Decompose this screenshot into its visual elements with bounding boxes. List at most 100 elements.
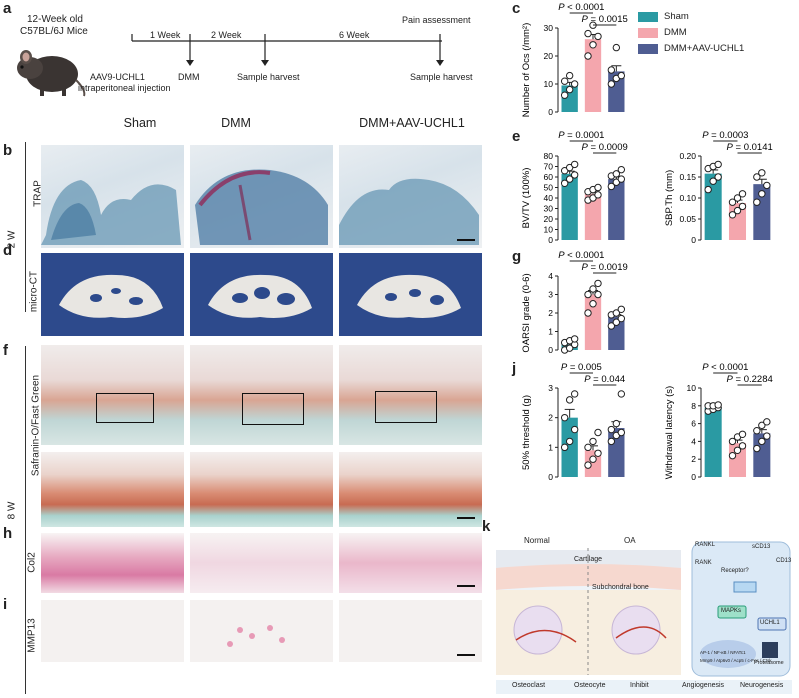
y-tick-label: 0 [691, 472, 696, 482]
row-label-safranin: Safranin-O/Fast Green [30, 374, 42, 477]
data-point [612, 419, 621, 428]
safranin-zoom-aav [339, 452, 482, 527]
microct-image-sham [41, 253, 184, 336]
mmp13-image-dmm [190, 600, 333, 662]
schematic-cd13: CD13 [776, 558, 792, 564]
data-point [594, 428, 602, 437]
column-header-sham: Sham [123, 116, 157, 130]
data-point [617, 165, 626, 174]
col2-image-aav [339, 533, 482, 593]
data-point [753, 427, 761, 435]
timeline-harvest-1: Sample harvest [237, 72, 300, 82]
y-tick-label: 10 [544, 225, 554, 235]
data-point [714, 160, 722, 169]
timeline-harvest-2: Sample harvest [410, 72, 473, 82]
significance-label: P < 0.0001 [702, 362, 748, 373]
row-label-col2: Col2 [26, 552, 38, 573]
significance-label: P = 0.0015 [582, 14, 628, 25]
significance-label: P = 0.044 [584, 374, 625, 385]
schematic-proteasome: Proteasome [754, 660, 784, 666]
y-tick-label: 6 [691, 419, 696, 429]
col2-image-dmm [190, 533, 333, 593]
data-point [733, 194, 742, 202]
data-point [753, 444, 761, 453]
timeline-pain: Pain assessment [402, 15, 471, 25]
data-point [733, 206, 742, 215]
legend-label-sham: Sham [664, 11, 689, 22]
data-point [565, 396, 574, 404]
panel-label-f: f [3, 342, 8, 359]
bracket-8w [25, 346, 26, 694]
schematic-subchondral: Subchondral bone [592, 584, 649, 591]
data-point [714, 173, 722, 181]
data-point [763, 418, 771, 426]
data-point [589, 455, 597, 463]
y-tick-label: 0 [548, 472, 553, 482]
y-tick-label: 0.05 [679, 214, 696, 224]
row-label-mmp13: MMP13 [26, 618, 38, 653]
schematic-genes-right: Mmp9 / Atp6v0 / Acp5 / c-Fos / Ctsk [700, 658, 772, 663]
data-point [570, 160, 579, 169]
schematic-cartilage: Cartilage [574, 556, 603, 563]
y-tick-label: 1 [548, 327, 553, 337]
safranin-zoom-dmm [190, 452, 333, 527]
timeline-week2: 2 Week [211, 30, 242, 40]
chart-sbpth: 0 0.05 0.10 0.15 0.20 SBP.Th (mm) P = 0.0003P … [664, 130, 773, 245]
data-point [565, 344, 574, 352]
mouse-age: 12-Week old [27, 14, 83, 25]
data-point [617, 314, 626, 323]
safranin-image-sham [41, 345, 184, 445]
bar-dmm [728, 443, 747, 477]
panel-label-i: i [3, 596, 8, 613]
microct-image-aav [339, 253, 482, 336]
timeline-week1: 1 Week [150, 30, 181, 40]
data-point [753, 198, 761, 206]
data-point [560, 443, 569, 452]
schematic-legend-inhibit: Inhibit [630, 682, 649, 689]
timeline-injection: AAV9-UCHL1 [90, 72, 145, 82]
panel-label-b: b [3, 142, 13, 159]
safranin-image-aav [339, 345, 482, 445]
panel-label-h: h [3, 525, 13, 542]
data-point [607, 182, 616, 191]
microct-image-dmm [190, 253, 333, 336]
col2-image-sham [41, 533, 184, 593]
y-tick-label: 80 [544, 151, 554, 161]
schematic-legend-angio: Angiogenesis [682, 682, 725, 689]
trap-image-dmm [190, 145, 333, 248]
data-point [565, 175, 574, 183]
data-point [594, 191, 602, 199]
data-point [565, 85, 574, 94]
y-tick-label: 0.15 [679, 172, 696, 182]
schematic-receptor: Receptor? [721, 568, 749, 574]
y-tick-label: 0 [548, 107, 553, 117]
data-point [612, 43, 621, 52]
data-point [728, 198, 737, 206]
data-point [612, 309, 621, 317]
schematic-rankl: RANKL [695, 542, 716, 548]
y-tick-label: 0.20 [679, 151, 696, 161]
data-point [738, 442, 747, 450]
y-tick-label: 30 [544, 204, 554, 214]
data-point [607, 437, 616, 446]
schematic-normal: Normal [524, 536, 550, 545]
legend-label-aav: DMM+AAV-UCHL1 [664, 43, 745, 54]
data-point [607, 80, 616, 88]
mmp13-image-aav [339, 600, 482, 662]
data-point [738, 430, 747, 438]
y-tick-label: 4 [548, 271, 553, 281]
data-point [738, 190, 747, 198]
timeline-axis [131, 34, 444, 66]
data-point [617, 428, 626, 437]
data-point [617, 175, 626, 183]
legend-swatch-sham [638, 12, 658, 22]
chart-legend: Sham DMM DMM+AAV-UCHL1 [638, 10, 793, 60]
bar-dmm [584, 294, 602, 350]
trap-image-aav [339, 145, 482, 248]
schematic-legend-osteocyte: Osteocyte [574, 682, 606, 689]
significance-label: P = 0.0019 [582, 262, 628, 273]
safranin-zoom-sham [41, 452, 184, 527]
y-tick-label: 3 [548, 383, 553, 393]
